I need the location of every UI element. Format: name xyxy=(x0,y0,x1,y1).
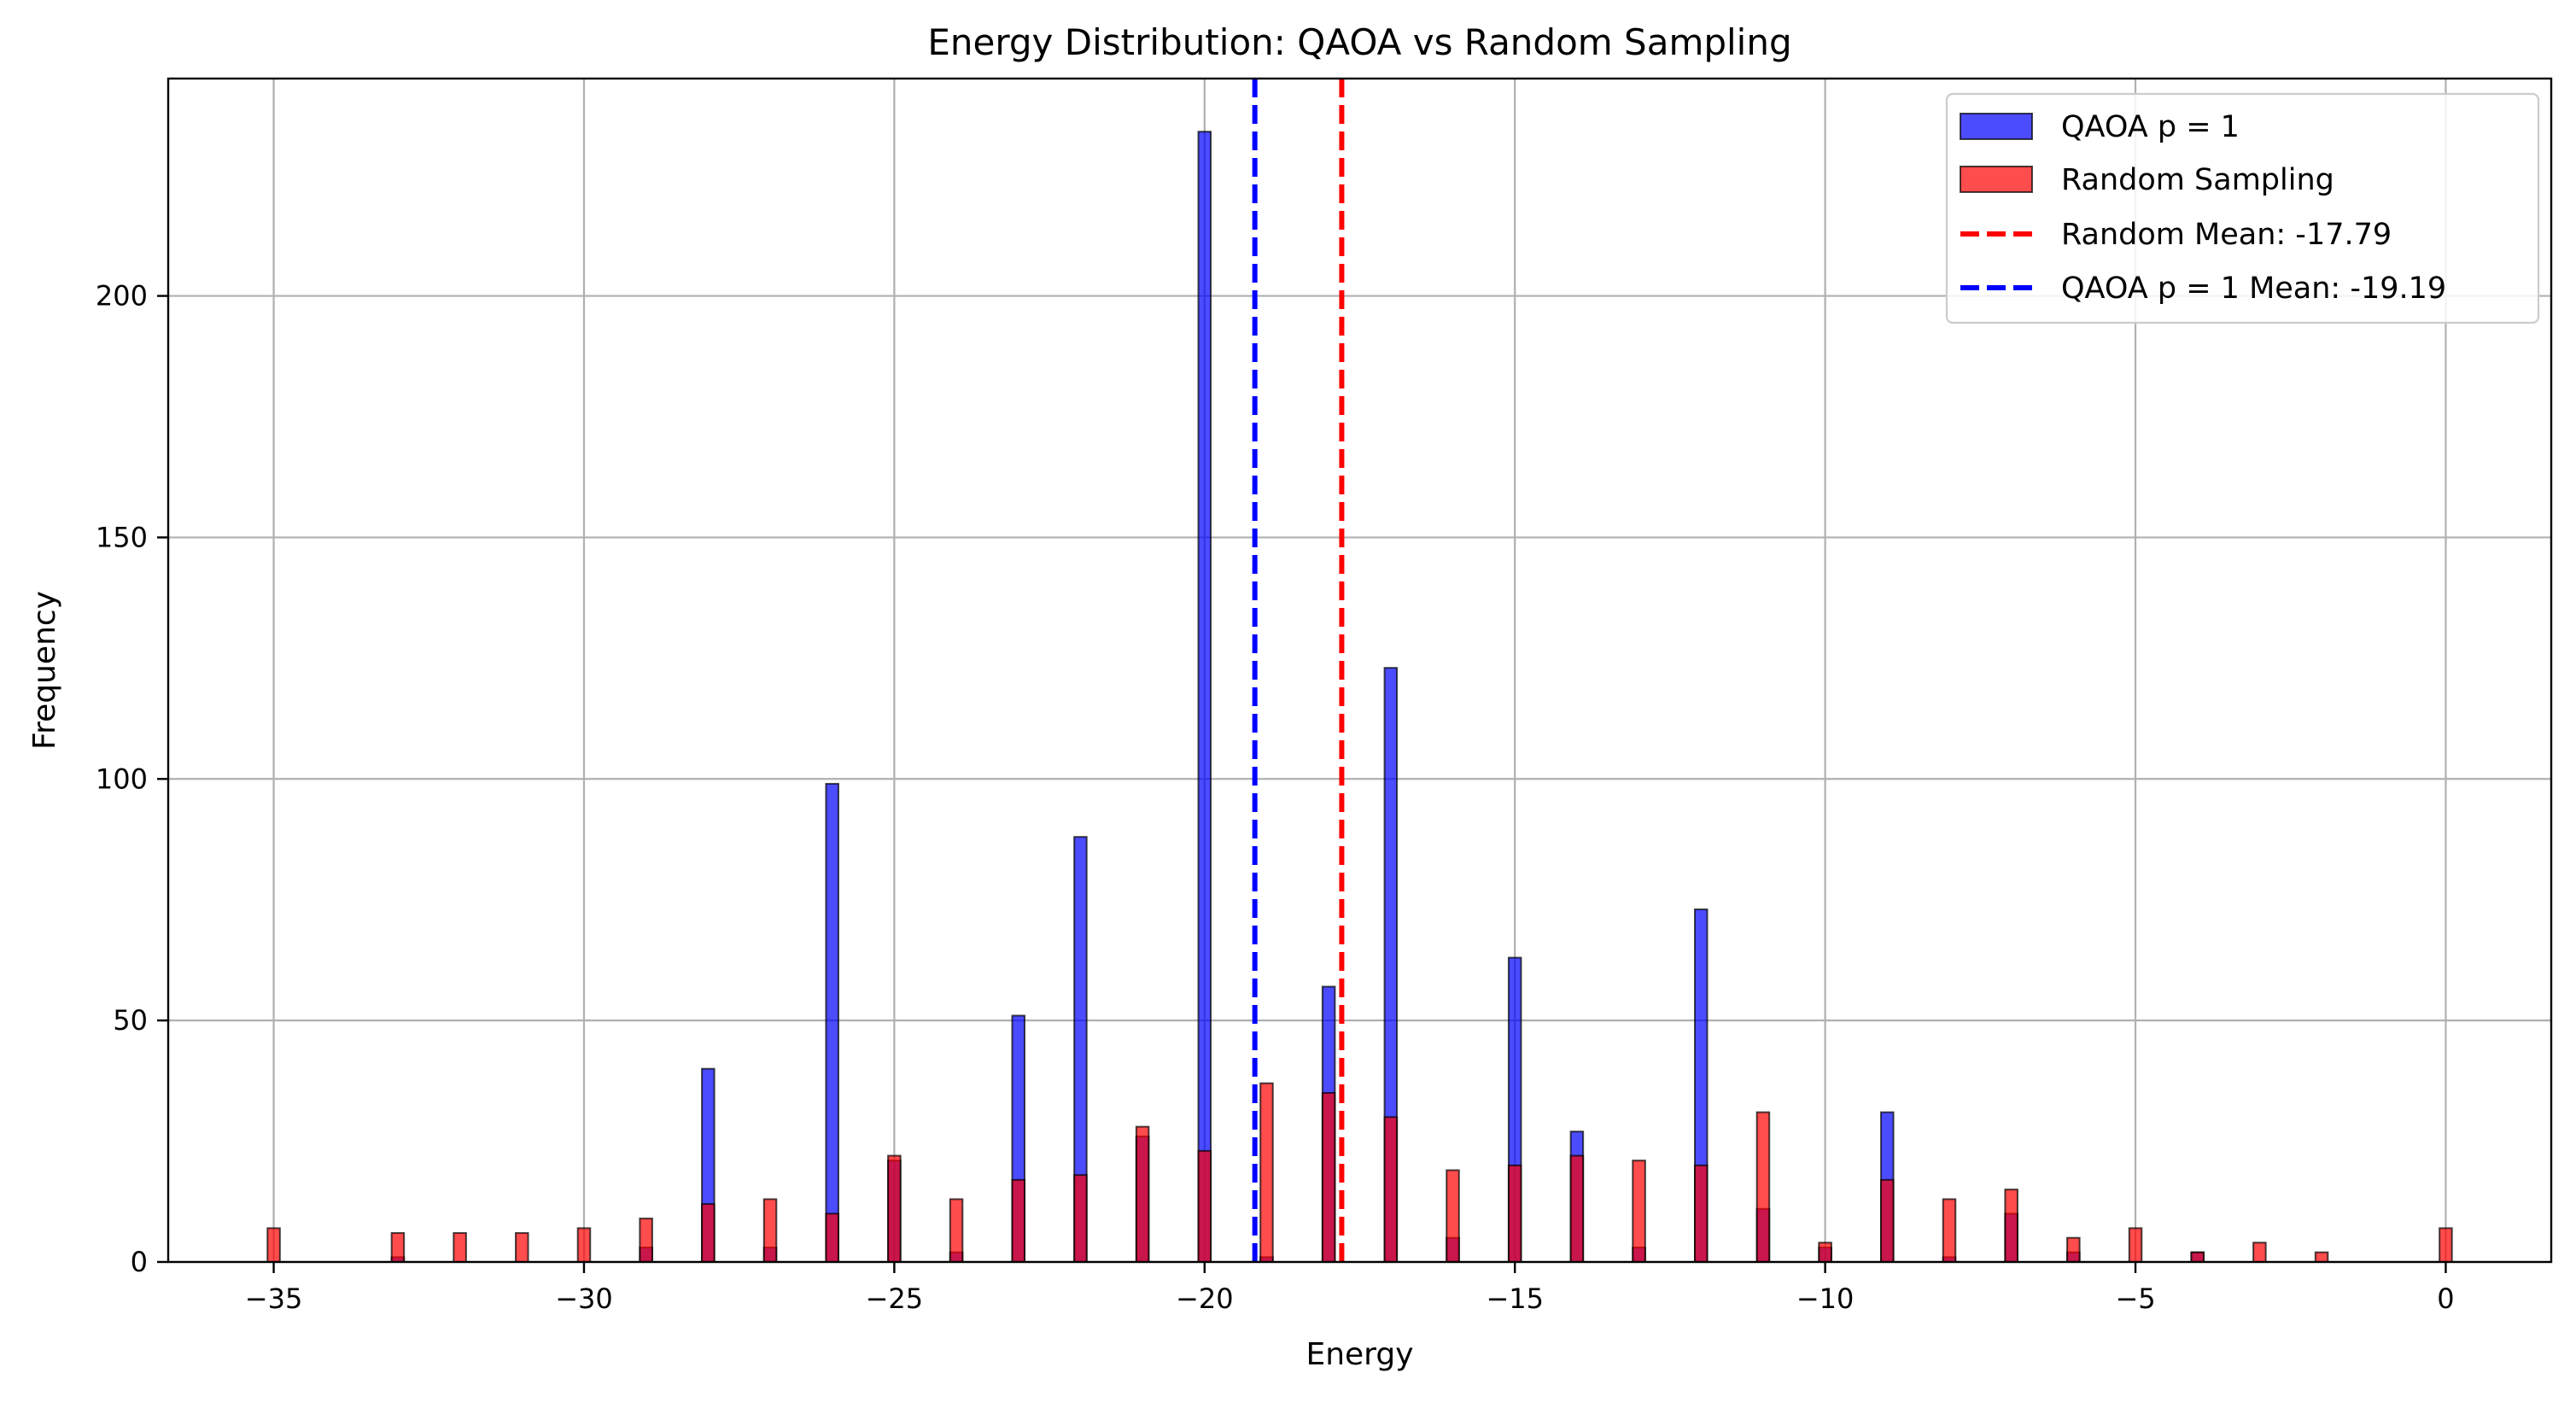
random-bar xyxy=(1942,1198,1957,1264)
random-bar xyxy=(1569,1154,1585,1263)
random-bar xyxy=(266,1227,281,1264)
random-bar xyxy=(825,1212,839,1264)
random-bar xyxy=(2066,1236,2081,1263)
random-bar xyxy=(1755,1111,1771,1263)
x-tick-label: 0 xyxy=(2437,1282,2454,1315)
random-bar xyxy=(576,1227,592,1264)
random-bar xyxy=(762,1198,778,1264)
x-tick-label: −15 xyxy=(1486,1282,1544,1315)
plot-frame xyxy=(166,77,2553,1264)
random-bar xyxy=(390,1232,406,1263)
random-bar xyxy=(1073,1174,1088,1263)
x-axis-label: Energy xyxy=(1306,1337,1413,1372)
random-bar xyxy=(2128,1227,2143,1264)
reference-lines-layer xyxy=(1252,79,1345,1262)
random-bar xyxy=(1135,1125,1150,1263)
legend-swatch xyxy=(1960,113,2033,140)
ticks-layer: −35 −30 −25 −20 −15 −10 −5 0 0 50 100 150 200 xyxy=(96,280,2455,1315)
random-bar xyxy=(1383,1116,1399,1264)
random-bar xyxy=(1197,1149,1212,1264)
legend-label: QAOA p = 1 xyxy=(2061,110,2240,144)
legend-item-qaoa: QAOA p = 1 xyxy=(1960,110,2240,144)
legend-box xyxy=(1945,92,2540,324)
legend: QAOA p = 1 Random Sampling Random Mean: -1… xyxy=(1945,92,2540,324)
random-bar xyxy=(949,1198,964,1264)
y-tick-label: 50 xyxy=(113,1004,148,1037)
qaoa-bar xyxy=(1197,131,1212,1264)
random-bar xyxy=(1693,1164,1709,1264)
x-tick-label: −30 xyxy=(555,1282,613,1315)
legend-item-qaoa-mean: QAOA p = 1 Mean: -19.19 xyxy=(1960,272,2446,306)
random-bar xyxy=(2252,1241,2267,1264)
legend-item-random: Random Sampling xyxy=(1960,163,2334,197)
random-bar xyxy=(1880,1178,1895,1264)
random-bar xyxy=(2439,1227,2453,1264)
x-tick-label: −5 xyxy=(2115,1282,2155,1315)
legend-label: Random Sampling xyxy=(2061,163,2334,197)
random-bar xyxy=(701,1203,716,1263)
legend-swatch xyxy=(1960,166,2033,193)
qaoa-bar xyxy=(825,782,839,1263)
y-tick-label: 150 xyxy=(96,521,148,553)
y-tick-label: 200 xyxy=(96,280,148,313)
random-bar xyxy=(887,1154,902,1263)
random-bar xyxy=(453,1232,467,1263)
y-axis-label: Frequency xyxy=(27,591,62,750)
random-bar xyxy=(2314,1251,2329,1263)
random-bar xyxy=(1632,1160,1646,1263)
legend-item-random-mean: Random Mean: -17.79 xyxy=(1960,218,2392,252)
random-bar xyxy=(1321,1092,1336,1263)
random-bar xyxy=(1259,1082,1274,1263)
random-bar xyxy=(1818,1241,1832,1264)
x-tick-label: −35 xyxy=(245,1282,303,1315)
x-tick-label: −20 xyxy=(1176,1282,1234,1315)
random-bar xyxy=(1507,1164,1522,1264)
random-bar xyxy=(515,1232,529,1263)
bars-layer xyxy=(266,131,2453,1264)
y-tick-label: 0 xyxy=(131,1246,148,1278)
legend-label: QAOA p = 1 Mean: -19.19 xyxy=(2061,272,2446,306)
random-bar xyxy=(639,1218,653,1263)
random-bar xyxy=(1446,1169,1460,1263)
y-tick-label: 100 xyxy=(96,762,148,795)
random-bar xyxy=(2190,1251,2205,1263)
x-tick-label: −25 xyxy=(866,1282,924,1315)
chart-title: Energy Distribution: QAOA vs Random Samp… xyxy=(927,21,1791,63)
x-tick-label: −10 xyxy=(1796,1282,1855,1315)
random-bar xyxy=(2004,1189,2018,1263)
legend-label: Random Mean: -17.79 xyxy=(2061,218,2392,252)
random-bar xyxy=(1011,1178,1026,1264)
